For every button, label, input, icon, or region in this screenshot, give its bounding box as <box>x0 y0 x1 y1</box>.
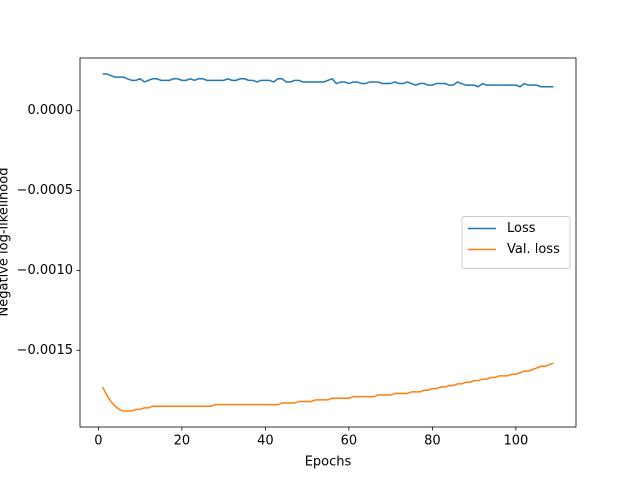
y-tick-label: −0.0010 <box>17 263 73 278</box>
x-tick-label: 40 <box>257 434 274 449</box>
x-tick-label: 0 <box>94 434 102 449</box>
x-tick-label: 80 <box>424 434 441 449</box>
legend-box <box>461 216 571 269</box>
line-series <box>101 362 554 412</box>
legend-label: Val. loss <box>507 242 560 257</box>
legend-label: Loss <box>507 221 536 236</box>
x-tick-label: 60 <box>341 434 358 449</box>
x-tick-label: 100 <box>503 434 528 449</box>
line-series <box>102 73 554 88</box>
y-tick-label: −0.0005 <box>17 183 73 198</box>
y-tick-label: 0.0000 <box>28 103 74 118</box>
x-axis-label: Epochs <box>305 455 352 470</box>
x-tick-label: 20 <box>174 434 191 449</box>
y-tick-label: −0.0015 <box>17 343 73 358</box>
axes-frame <box>79 57 577 428</box>
y-axis-label: Negative log-likelihood <box>0 168 12 317</box>
